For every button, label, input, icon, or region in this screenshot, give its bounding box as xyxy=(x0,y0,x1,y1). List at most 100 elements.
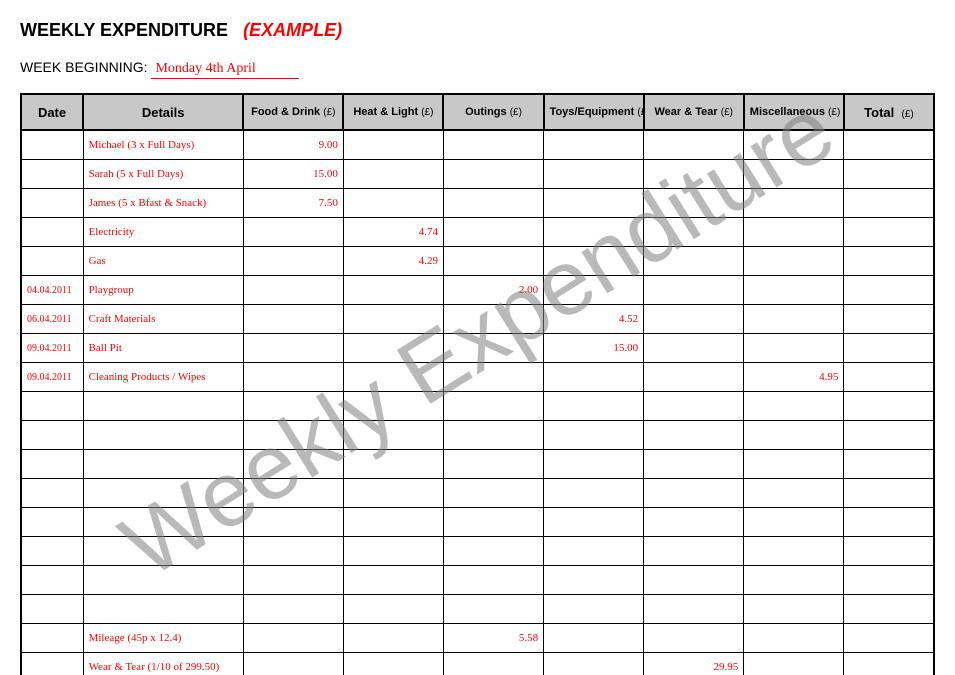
cell-outings xyxy=(443,508,543,537)
cell-heat xyxy=(343,508,443,537)
cell-date xyxy=(21,508,83,537)
cell-toys xyxy=(544,130,644,160)
cell-details xyxy=(83,595,243,624)
cell-wear xyxy=(644,363,744,392)
col-outings: Outings (£) xyxy=(443,94,543,130)
cell-wear xyxy=(644,130,744,160)
col-misc: Miscellaneous (£) xyxy=(744,94,844,130)
cell-misc xyxy=(744,653,844,675)
cell-outings xyxy=(443,595,543,624)
cell-details: Cleaning Products / Wipes xyxy=(83,363,243,392)
cell-total xyxy=(844,537,934,566)
expenditure-table: Date Details Food & Drink (£) Heat & Lig… xyxy=(20,93,935,675)
col-toys: Toys/Equipment (£) xyxy=(544,94,644,130)
cell-misc xyxy=(744,130,844,160)
cell-food xyxy=(243,247,343,276)
table-row xyxy=(21,566,934,595)
cell-date xyxy=(21,421,83,450)
cell-food xyxy=(243,566,343,595)
cell-heat xyxy=(343,334,443,363)
cell-outings xyxy=(443,305,543,334)
cell-food xyxy=(243,218,343,247)
cell-misc xyxy=(744,276,844,305)
cell-food xyxy=(243,421,343,450)
cell-food: 9.00 xyxy=(243,130,343,160)
table-row: 09.04.2011Ball Pit15.00 xyxy=(21,334,934,363)
cell-wear xyxy=(644,305,744,334)
cell-heat xyxy=(343,566,443,595)
cell-wear xyxy=(644,247,744,276)
cell-total xyxy=(844,421,934,450)
cell-total xyxy=(844,247,934,276)
col-heat: Heat & Light (£) xyxy=(343,94,443,130)
week-label: WEEK BEGINNING: xyxy=(20,59,148,75)
col-date: Date xyxy=(21,94,83,130)
cell-total xyxy=(844,130,934,160)
cell-date xyxy=(21,392,83,421)
cell-date xyxy=(21,130,83,160)
cell-total xyxy=(844,189,934,218)
col-wear: Wear & Tear (£) xyxy=(644,94,744,130)
cell-date xyxy=(21,479,83,508)
cell-heat xyxy=(343,130,443,160)
col-food: Food & Drink (£) xyxy=(243,94,343,130)
cell-misc xyxy=(744,334,844,363)
cell-food xyxy=(243,595,343,624)
cell-outings xyxy=(443,479,543,508)
table-row xyxy=(21,595,934,624)
cell-food xyxy=(243,537,343,566)
cell-outings xyxy=(443,537,543,566)
cell-misc xyxy=(744,624,844,653)
expenditure-sheet: WEEKLY EXPENDITURE (EXAMPLE) WEEK BEGINN… xyxy=(20,20,935,675)
col-details: Details xyxy=(83,94,243,130)
table-row: Wear & Tear (1/10 of 299.50)29.95 xyxy=(21,653,934,675)
cell-food xyxy=(243,624,343,653)
cell-wear xyxy=(644,595,744,624)
table-row xyxy=(21,508,934,537)
cell-total xyxy=(844,450,934,479)
table-row xyxy=(21,537,934,566)
table-row: Electricity4.74 xyxy=(21,218,934,247)
table-row: 06.04.2011Craft Materials4.52 xyxy=(21,305,934,334)
cell-misc xyxy=(744,218,844,247)
cell-wear xyxy=(644,189,744,218)
cell-misc xyxy=(744,421,844,450)
cell-total xyxy=(844,305,934,334)
cell-misc xyxy=(744,566,844,595)
cell-wear: 29.95 xyxy=(644,653,744,675)
cell-total xyxy=(844,334,934,363)
cell-details xyxy=(83,508,243,537)
cell-date xyxy=(21,450,83,479)
cell-details xyxy=(83,566,243,595)
cell-toys: 4.52 xyxy=(544,305,644,334)
cell-heat xyxy=(343,653,443,675)
cell-food xyxy=(243,450,343,479)
cell-food xyxy=(243,305,343,334)
cell-food xyxy=(243,479,343,508)
cell-heat xyxy=(343,160,443,189)
week-value: Monday 4th April xyxy=(151,61,299,79)
cell-toys xyxy=(544,218,644,247)
cell-toys xyxy=(544,479,644,508)
cell-wear xyxy=(644,392,744,421)
cell-wear xyxy=(644,218,744,247)
table-row: 04.04.2011Playgroup2.00 xyxy=(21,276,934,305)
cell-food xyxy=(243,363,343,392)
cell-heat xyxy=(343,595,443,624)
cell-heat xyxy=(343,305,443,334)
cell-outings xyxy=(443,421,543,450)
cell-wear xyxy=(644,160,744,189)
table-row: James (5 x Bfast & Snack)7.50 xyxy=(21,189,934,218)
cell-heat xyxy=(343,479,443,508)
cell-total xyxy=(844,363,934,392)
cell-toys xyxy=(544,189,644,218)
cell-misc xyxy=(744,392,844,421)
cell-wear xyxy=(644,508,744,537)
cell-date xyxy=(21,247,83,276)
col-total: Total (£) xyxy=(844,94,934,130)
cell-toys xyxy=(544,247,644,276)
cell-total xyxy=(844,508,934,537)
table-row xyxy=(21,392,934,421)
table-body: Michael (3 x Full Days)9.00Sarah (5 x Fu… xyxy=(21,130,934,675)
cell-toys xyxy=(544,653,644,675)
